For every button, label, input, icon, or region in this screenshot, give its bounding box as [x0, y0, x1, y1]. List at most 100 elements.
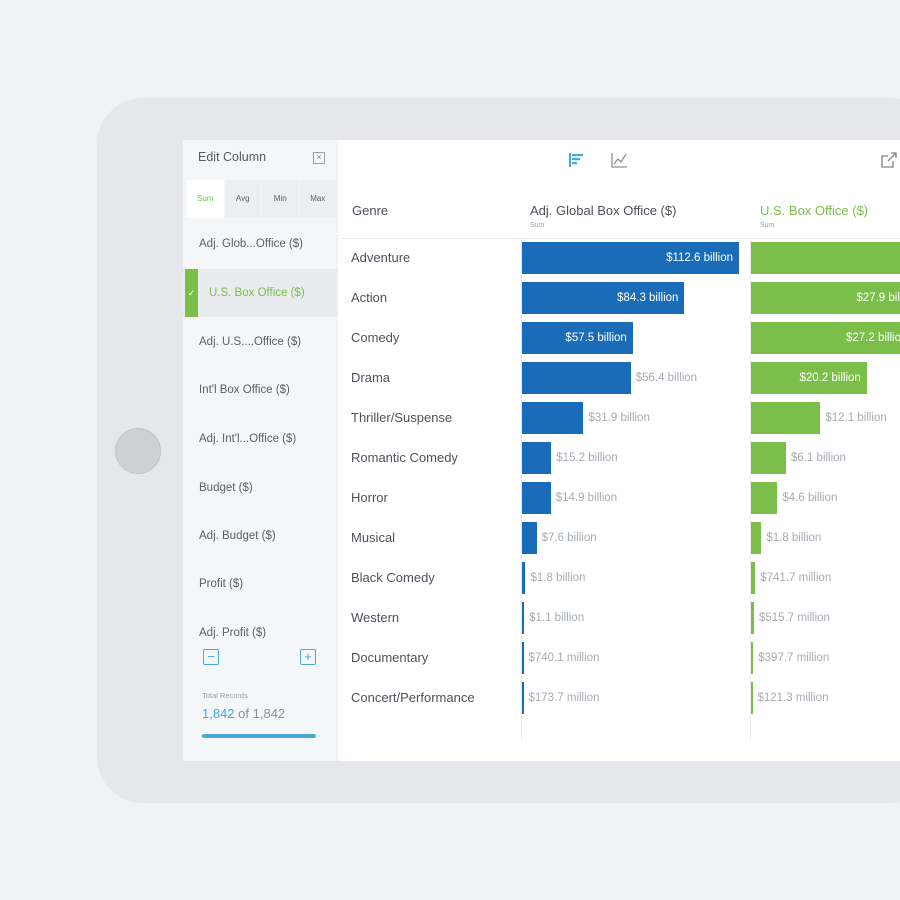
column-item-label: Adj. U.S....Office ($)	[199, 336, 302, 348]
us-box-office-value-label: $121.3 million	[757, 692, 829, 704]
us-box-office-value-label: $27.2 billio	[846, 332, 900, 344]
adj-global-value-label: $7.6 billion	[541, 532, 597, 544]
close-icon[interactable]: ×	[313, 152, 325, 164]
genre-label: Western	[351, 610, 400, 625]
genre-label: Concert/Performance	[351, 690, 475, 705]
column-item-label: Int'l Box Office ($)	[199, 384, 290, 396]
tab-avg[interactable]: Avg	[224, 180, 262, 218]
remove-column-button[interactable]: −	[203, 649, 219, 665]
adj-global-value-label: $14.9 billion	[555, 492, 618, 504]
us-box-office-bar[interactable]	[751, 562, 756, 594]
header-divider	[342, 238, 900, 239]
bar-chart-icon[interactable]	[566, 150, 586, 170]
total-records-label: Total Records	[202, 691, 248, 700]
us-box-office-bar[interactable]	[751, 642, 754, 674]
genre-label: Adventure	[351, 250, 411, 265]
app-screen: Edit Column × Sum Avg Min Max Adj. Glob.…	[183, 140, 900, 761]
us-box-office-value-label: $397.7 million	[758, 652, 830, 664]
us-box-office-value-label: $	[751, 242, 900, 274]
column-item-label: U.S. Box Office ($)	[209, 287, 305, 299]
adj-global-bar[interactable]	[522, 362, 631, 394]
adj-global-value-label: $56.4 billion	[635, 372, 698, 384]
column-item-label: Profit ($)	[199, 578, 244, 590]
genre-label: Black Comedy	[351, 570, 435, 585]
adj-global-value-label: $84.3 billion	[617, 292, 679, 304]
total-records-value: 1,842 of 1,842	[202, 706, 285, 721]
adj-global-bar[interactable]	[522, 242, 739, 274]
adj-global-bar[interactable]	[522, 522, 537, 554]
adj-global-bar[interactable]	[522, 562, 526, 594]
us-box-office-header[interactable]: U.S. Box Office ($)	[760, 203, 869, 218]
us-box-office-bar[interactable]	[751, 602, 754, 634]
us-box-office-value-label: $12.1 billion	[825, 412, 887, 424]
column-item-adj-budget[interactable]: Adj. Budget ($)	[183, 512, 337, 560]
adj-global-bar[interactable]	[522, 482, 551, 514]
adj-global-value-label: $1.1 billion	[529, 612, 585, 624]
home-button[interactable]	[115, 428, 161, 474]
column-item-adj-profit[interactable]: Adj. Profit ($)	[183, 609, 337, 657]
column-item-label: Adj. Profit ($)	[199, 627, 267, 639]
column-item-label: Adj. Budget ($)	[199, 530, 276, 542]
column-item-label: Adj. Glob...Office ($)	[199, 238, 303, 250]
adj-global-bar[interactable]	[522, 642, 524, 674]
tab-max[interactable]: Max	[299, 180, 337, 218]
us-box-office-value-label: $1.8 billion	[766, 532, 822, 544]
us-box-office-value-label: $741.7 million	[760, 572, 832, 584]
tab-min[interactable]: Min	[262, 180, 300, 218]
us-box-office-bar[interactable]	[751, 362, 867, 394]
adj-global-header[interactable]: Adj. Global Box Office ($)	[530, 203, 677, 218]
column-item-adj-global[interactable]: Adj. Glob...Office ($)	[183, 220, 337, 268]
column-item-adj-us[interactable]: Adj. U.S....Office ($)	[183, 318, 337, 366]
adj-global-value-label: $173.7 million	[528, 692, 600, 704]
us-box-office-bar[interactable]	[751, 282, 900, 314]
checkmark-icon: ✓	[185, 269, 198, 317]
adj-global-bar[interactable]	[522, 602, 525, 634]
adj-global-value-label: $15.2 billion	[556, 452, 618, 464]
axis-us-box-office	[750, 240, 751, 740]
us-box-office-value-label: $515.7 million	[758, 612, 830, 624]
us-box-office-bar[interactable]	[751, 682, 753, 714]
genre-label: Comedy	[351, 330, 400, 345]
adj-global-bar[interactable]	[522, 442, 552, 474]
us-box-office-bar[interactable]	[751, 522, 762, 554]
column-item-intl-box-office[interactable]: Int'l Box Office ($)	[183, 366, 337, 414]
us-box-office-value-label: $4.6 billion	[782, 492, 838, 504]
edit-column-panel: Edit Column × Sum Avg Min Max Adj. Glob.…	[183, 140, 338, 761]
axis-adj-global	[521, 240, 522, 740]
adj-global-bar[interactable]	[522, 282, 685, 314]
us-box-office-bar[interactable]	[751, 482, 778, 514]
column-item-adj-intl[interactable]: Adj. Int'l...Office ($)	[183, 415, 337, 463]
column-item-label: Adj. Int'l...Office ($)	[199, 433, 297, 445]
us-box-office-value-label: $27.9 billi	[856, 292, 900, 304]
column-item-profit[interactable]: Profit ($)	[183, 560, 337, 608]
adj-global-bar[interactable]	[522, 402, 584, 434]
column-item-budget[interactable]: Budget ($)	[183, 464, 337, 512]
genre-label: Documentary	[351, 650, 429, 665]
share-icon[interactable]	[879, 150, 899, 170]
adj-global-value-label: $31.9 billion	[588, 412, 650, 424]
adj-global-value-label: $740.1 million	[528, 652, 600, 664]
genre-label: Thriller/Suspense	[351, 410, 453, 425]
us-box-office-bar[interactable]	[751, 402, 821, 434]
us-box-office-bar[interactable]	[751, 442, 786, 474]
adj-global-value-label: $1.8 billion	[530, 572, 586, 584]
total-records-of: of 1,842	[238, 706, 286, 721]
us-box-office-bar[interactable]	[751, 242, 900, 274]
column-item-label: Budget ($)	[199, 482, 253, 494]
us-box-office-bar[interactable]	[751, 322, 900, 354]
tab-sum[interactable]: Sum	[187, 180, 225, 218]
aggregate-tabs: Sum Avg Min Max	[187, 180, 337, 218]
records-progress-bar	[202, 734, 316, 738]
add-column-button[interactable]: +	[300, 649, 316, 665]
us-box-office-agg-label: Sum	[760, 222, 775, 229]
genre-label: Musical	[351, 530, 396, 545]
genre-header[interactable]: Genre	[352, 203, 389, 218]
total-records-shown: 1,842	[202, 706, 235, 721]
adj-global-agg-label: Sum	[530, 222, 545, 229]
adj-global-bar[interactable]	[522, 682, 524, 714]
line-chart-icon[interactable]	[609, 150, 629, 170]
genre-label: Drama	[351, 370, 391, 385]
genre-label: Horror	[351, 490, 388, 505]
adj-global-bar[interactable]	[522, 322, 633, 354]
column-item-us-box-office[interactable]: ✓ U.S. Box Office ($)	[183, 269, 337, 317]
